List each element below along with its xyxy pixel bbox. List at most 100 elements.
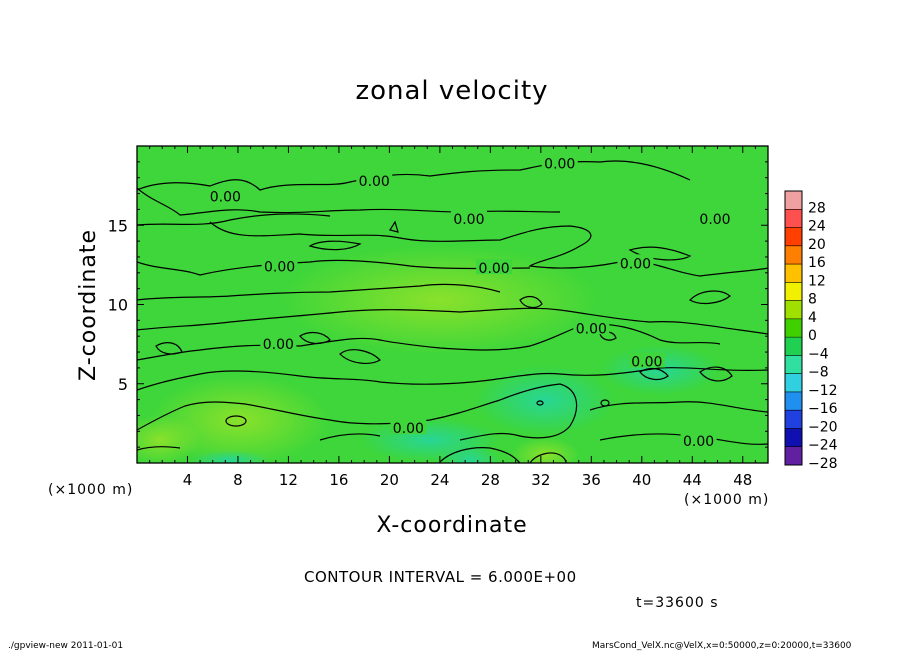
contour-label-bg [617, 254, 654, 270]
y-tick-label: 5 [118, 375, 128, 394]
field-negative-region [440, 445, 500, 463]
contour-label-bg [207, 187, 244, 203]
contour-label-bg [573, 319, 610, 335]
x-tick-label: 44 [683, 471, 702, 489]
colorbar-segment [785, 355, 802, 375]
colorbar-label: 28 [808, 200, 826, 216]
contour-line [319, 433, 381, 441]
contour-line [137, 383, 578, 441]
colorbar-label: −28 [808, 456, 838, 472]
colorbar-label: 20 [808, 237, 826, 253]
y-unit-label: (×1000 m) [48, 482, 134, 498]
colorbar-label: 4 [808, 310, 817, 326]
field-positive-region [137, 415, 200, 463]
contour-line [137, 213, 331, 226]
colorbar-label: −12 [808, 383, 838, 399]
contour-line [308, 240, 362, 251]
colorbar-label: 16 [808, 255, 826, 271]
y-tick-label: 15 [108, 216, 128, 235]
velocity-field [137, 146, 768, 463]
contour-label: 0.00 [683, 434, 714, 450]
colorbar-segment [785, 428, 802, 448]
x-tick-label: 32 [531, 471, 550, 489]
colorbar-segment [785, 337, 802, 356]
contour-label: 0.00 [263, 337, 294, 353]
contour-line [536, 400, 544, 406]
contour-label-bg [680, 431, 717, 447]
colorbar-segment [785, 264, 802, 283]
contour-line [439, 447, 521, 463]
x-tick-label: 4 [183, 471, 193, 489]
contour-label-bg [390, 419, 427, 435]
colorbar-label: 12 [808, 273, 826, 289]
colorbar-segment [785, 282, 802, 301]
contour-label: 0.00 [210, 190, 241, 206]
contour-line [137, 323, 721, 361]
contour-label-bg [260, 335, 297, 351]
contour-label-bg [261, 257, 298, 273]
field-positive-region [510, 437, 580, 463]
colorbar-segment [785, 318, 802, 338]
contour-label-bg [628, 352, 665, 368]
colorbar-segment [785, 391, 802, 411]
contour-line [137, 160, 691, 191]
colorbar-segment [785, 227, 802, 247]
contour-interval-text: CONTOUR INTERVAL = 6.000E+00 [304, 568, 577, 586]
contour-label: 0.00 [264, 259, 295, 275]
x-tick-label: 20 [380, 471, 399, 489]
colorbar-label: 8 [808, 292, 817, 308]
x-tick-label: 28 [481, 471, 500, 489]
contour-labels: 0.00 0.00 0.00 0.00 0.00 0.00 0.00 0.00 0.00 0.00… [207, 154, 733, 450]
colorbar-segment [785, 245, 802, 265]
field-positive-region [280, 245, 600, 355]
footer-right: MarsCond_VelX.nc@VelX,x=0:50000,z=0:2000… [592, 641, 852, 651]
colorbar-segment [785, 446, 802, 466]
contour-label-bg [450, 209, 487, 225]
colorbar-segment [785, 191, 802, 210]
contour-line [519, 295, 543, 309]
contour-line [589, 401, 768, 413]
contour-line [225, 415, 247, 427]
contour-label: 0.00 [453, 212, 484, 228]
contour-line [209, 221, 768, 277]
contour-label: 0.00 [479, 261, 510, 277]
contour-label-bg [356, 171, 393, 187]
contour-line [137, 446, 181, 451]
contour-label: 0.00 [359, 174, 390, 190]
y-axis-label: Z-coordinate [76, 229, 101, 381]
colorbar-label: −24 [808, 438, 838, 454]
contour-label-bg [541, 154, 578, 170]
x-tick-label: 8 [233, 471, 243, 489]
contour-line [155, 342, 183, 355]
contour-label: 0.00 [393, 421, 424, 437]
contour-label: 0.00 [576, 321, 607, 337]
contour-line [299, 331, 331, 345]
contour-lines [137, 160, 768, 463]
contour-label-bg [476, 259, 513, 275]
contour-label: 0.00 [544, 156, 575, 172]
contour-line [137, 307, 768, 335]
x-axis-label: X-coordinate [376, 513, 528, 538]
x-unit-label: (×1000 m) [684, 492, 770, 508]
x-tick-label: 36 [582, 471, 601, 489]
colorbar-segment [785, 300, 802, 320]
contour-label: 0.00 [620, 256, 651, 272]
contour-line [339, 349, 381, 364]
contour-line [137, 283, 501, 301]
colorbar-segment [785, 209, 802, 228]
contour-line [389, 220, 399, 233]
contour-label: 0.00 [699, 212, 730, 228]
colorbar-label: −20 [808, 419, 838, 435]
contour-line [137, 367, 768, 391]
time-label: t=33600 s [636, 595, 719, 611]
footer-left: ./gpview-new 2011-01-01 [8, 641, 124, 651]
colorbar-segment [785, 410, 802, 429]
colorbar: 28 24 20 16 12 8 4 0 −4 −8 −12 −16 −20 −24 −28 [784, 190, 838, 472]
contour-line [600, 399, 610, 407]
x-tick-label: 24 [430, 471, 449, 489]
colorbar-label: −16 [808, 401, 838, 417]
y-tick-label: 10 [108, 296, 128, 315]
contour-line [137, 259, 531, 276]
